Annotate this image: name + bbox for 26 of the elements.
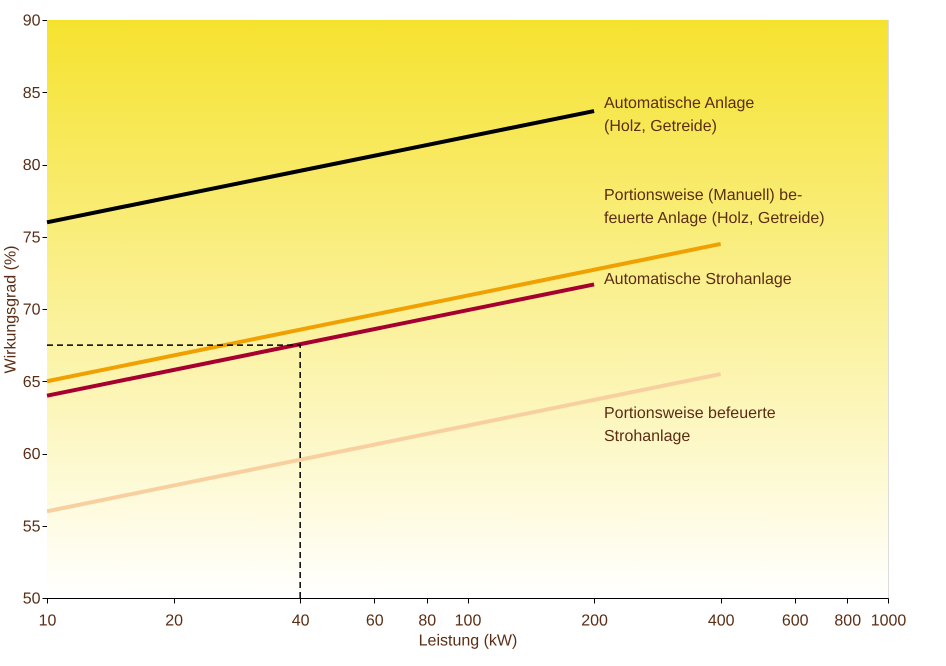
y-axis-title: Wirkungsgrad (%): [2, 245, 20, 374]
y-tick-label: 70: [22, 302, 41, 318]
y-tick-label: 65: [22, 374, 41, 391]
y-tick-label: 75: [22, 229, 41, 246]
x-tick-label: 1000: [870, 612, 906, 630]
x-tick-label: 200: [581, 612, 608, 630]
y-tick-label: 85: [22, 84, 41, 102]
y-tick-label: 80: [22, 157, 41, 174]
x-tick-label: 20: [165, 612, 184, 630]
y-tick-label: 60: [22, 446, 41, 463]
x-tick-label: 100: [454, 612, 482, 630]
series-label: Automatische Anlage (Holz, Getreide): [604, 95, 754, 135]
x-tick-label: 10: [38, 612, 56, 630]
x-tick-label: 80: [418, 612, 436, 630]
series-label: Portionsweise befeuerte Strohanlage: [604, 405, 776, 445]
y-tick-label: 90: [22, 12, 41, 30]
y-tick-label: 55: [22, 518, 41, 536]
x-tick-label: 400: [708, 612, 735, 630]
x-tick-label: 800: [834, 612, 862, 630]
x-tick-label: 40: [292, 612, 310, 630]
x-tick-label: 60: [366, 612, 384, 630]
series-label: Automatische Strohanlage: [604, 271, 792, 288]
y-tick-label: 50: [22, 590, 41, 608]
x-axis-title: Leistung (kW): [418, 632, 518, 650]
text: Portionsweise (Manuell) be- feuerte Anlage (Holz, Getreide): [604, 187, 825, 227]
x-tick-label: 600: [782, 612, 809, 630]
